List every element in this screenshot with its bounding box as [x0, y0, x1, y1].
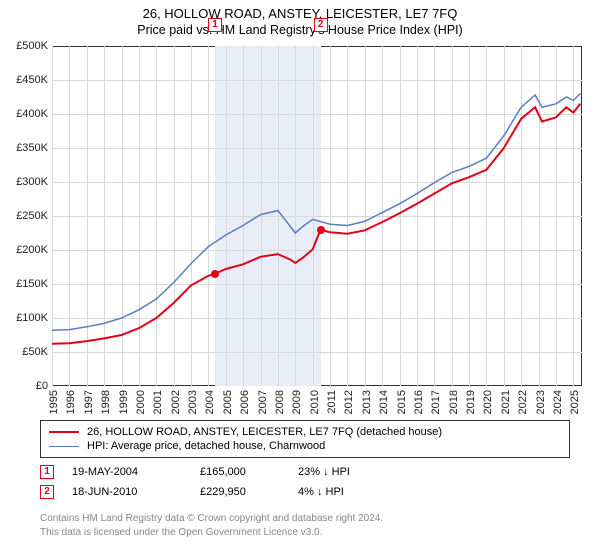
y-tick-label: £300K [16, 176, 48, 188]
sale-number-box: 1 [40, 465, 54, 479]
chart: 12 £0£50K£100K£150K£200K£250K£300K£350K£… [52, 46, 582, 386]
sale-price: £165,000 [200, 466, 280, 478]
sale-dot [211, 270, 219, 278]
sale-row: 2 18-JUN-2010 £229,950 4% ↓ HPI [40, 482, 398, 502]
page-subtitle: Price paid vs. HM Land Registry's House … [0, 21, 600, 41]
sale-price: £229,950 [200, 486, 280, 498]
x-tick-label: 2012 [343, 390, 355, 414]
y-tick-label: £200K [16, 244, 48, 256]
x-tick-label: 1997 [83, 390, 95, 414]
sale-marker-box: 1 [208, 18, 222, 32]
y-tick-label: £100K [16, 312, 48, 324]
sale-diff: 23% ↓ HPI [298, 466, 398, 478]
legend-label: HPI: Average price, detached house, Char… [87, 440, 325, 452]
x-tick-label: 2000 [135, 390, 147, 414]
x-tick-label: 2013 [361, 390, 373, 414]
x-tick-label: 2005 [222, 390, 234, 414]
legend-row: 26, HOLLOW ROAD, ANSTEY, LEICESTER, LE7 … [49, 425, 561, 439]
x-tick-label: 2004 [204, 390, 216, 414]
x-tick-label: 2019 [465, 390, 477, 414]
x-tick-label: 2015 [396, 390, 408, 414]
footer: Contains HM Land Registry data © Crown c… [40, 512, 383, 539]
legend-row: HPI: Average price, detached house, Char… [49, 439, 561, 453]
y-tick-label: £400K [16, 108, 48, 120]
x-tick-label: 2016 [413, 390, 425, 414]
sale-diff: 4% ↓ HPI [298, 486, 398, 498]
x-tick-label: 2011 [326, 390, 338, 414]
legend-swatch [49, 446, 79, 447]
series-line [52, 94, 580, 331]
page-title: 26, HOLLOW ROAD, ANSTEY, LEICESTER, LE7 … [0, 0, 600, 21]
sales-list: 1 19-MAY-2004 £165,000 23% ↓ HPI 2 18-JUN-201… [40, 462, 398, 502]
x-tick-label: 2024 [552, 390, 564, 414]
sale-number-box: 2 [40, 485, 54, 499]
y-tick-label: £0 [36, 380, 48, 392]
x-tick-label: 2014 [378, 390, 390, 414]
x-tick-label: 1995 [48, 390, 60, 414]
x-tick-label: 2022 [517, 390, 529, 414]
x-tick-label: 2003 [187, 390, 199, 414]
container: 26, HOLLOW ROAD, ANSTEY, LEICESTER, LE7 … [0, 0, 600, 560]
y-tick-label: £500K [16, 40, 48, 52]
legend-label: 26, HOLLOW ROAD, ANSTEY, LEICESTER, LE7 … [87, 426, 442, 438]
x-tick-label: 2023 [535, 390, 547, 414]
x-tick-label: 2006 [239, 390, 251, 414]
x-tick-label: 2025 [569, 390, 581, 414]
y-tick-label: £350K [16, 142, 48, 154]
x-tick-label: 2010 [309, 390, 321, 414]
x-tick-label: 2020 [482, 390, 494, 414]
x-tick-label: 2009 [291, 390, 303, 414]
y-tick-label: £250K [16, 210, 48, 222]
sale-row: 1 19-MAY-2004 £165,000 23% ↓ HPI [40, 462, 398, 482]
x-tick-label: 1999 [118, 390, 130, 414]
y-tick-label: £150K [16, 278, 48, 290]
x-tick-label: 1998 [100, 390, 112, 414]
footer-line1: Contains HM Land Registry data © Crown c… [40, 512, 383, 526]
x-tick-label: 2018 [448, 390, 460, 414]
x-tick-label: 2008 [274, 390, 286, 414]
sale-marker-box: 2 [314, 18, 328, 32]
x-tick-label: 1996 [65, 390, 77, 414]
sale-dot [317, 226, 325, 234]
x-tick-label: 2002 [170, 390, 182, 414]
sale-date: 19-MAY-2004 [72, 466, 182, 478]
footer-line2: This data is licensed under the Open Gov… [40, 526, 383, 540]
x-tick-label: 2001 [152, 390, 164, 414]
x-tick-label: 2007 [257, 390, 269, 414]
legend-swatch [49, 431, 79, 433]
plot-svg [52, 46, 582, 386]
legend: 26, HOLLOW ROAD, ANSTEY, LEICESTER, LE7 … [40, 420, 570, 458]
sale-date: 18-JUN-2010 [72, 486, 182, 498]
x-tick-label: 2017 [430, 390, 442, 414]
x-tick-label: 2021 [500, 390, 512, 414]
y-tick-label: £50K [22, 346, 48, 358]
y-tick-label: £450K [16, 74, 48, 86]
